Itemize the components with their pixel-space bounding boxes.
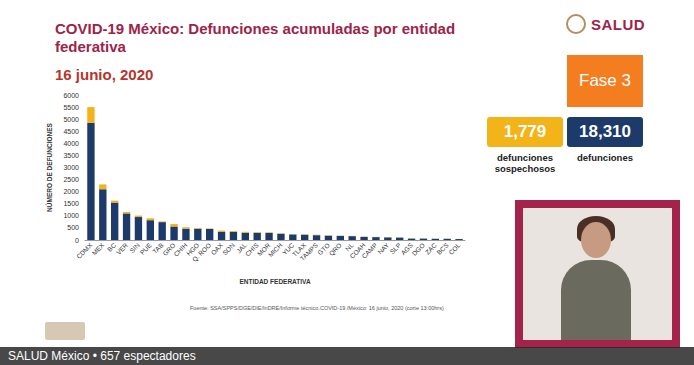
html-text:Fuente: SSA/SPPS/DGE/DIE/InDRE: Fuente: SSA/SPPS/DGE/DIE/InDRE/Informe t… bbox=[190, 305, 444, 311]
svg-text:MICH: MICH bbox=[266, 241, 284, 259]
html-text:18,310: 18,310 bbox=[579, 122, 631, 141]
svg-text:CHIH: CHIH bbox=[172, 241, 189, 258]
svg-text:SIN: SIN bbox=[128, 241, 141, 255]
svg-text:BC: BC bbox=[105, 241, 118, 253]
svg-text:QRO: QRO bbox=[327, 242, 343, 258]
svg-text:5500: 5500 bbox=[63, 104, 79, 111]
svg-text:500: 500 bbox=[67, 224, 79, 231]
svg-text:JAL: JAL bbox=[234, 241, 248, 255]
svg-text:DGO: DGO bbox=[411, 242, 426, 257]
svg-text:ZAC: ZAC bbox=[424, 241, 438, 255]
html-text:defunciones: defunciones bbox=[577, 152, 633, 163]
svg-text:2500: 2500 bbox=[63, 176, 79, 183]
svg-text:4500: 4500 bbox=[63, 128, 79, 135]
html-text:Fase 3: Fase 3 bbox=[579, 71, 631, 90]
svg-text:1000: 1000 bbox=[63, 212, 79, 219]
svg-text:BCS: BCS bbox=[435, 241, 450, 256]
svg-text:0: 0 bbox=[75, 237, 79, 244]
svg-text:SLP: SLP bbox=[388, 241, 403, 256]
svg-text:GTO: GTO bbox=[316, 241, 331, 257]
svg-text:3000: 3000 bbox=[63, 164, 79, 171]
svg-text:VER: VER bbox=[115, 241, 130, 256]
svg-text:2000: 2000 bbox=[63, 188, 79, 195]
html-text:16 junio, 2020: 16 junio, 2020 bbox=[55, 66, 154, 83]
svg-text:COL: COL bbox=[447, 241, 462, 256]
svg-text:PUE: PUE bbox=[138, 241, 153, 256]
html-text:SALUD México • 657 espectadore: SALUD México • 657 espectadores bbox=[8, 349, 196, 363]
svg-text:COAH: COAH bbox=[348, 241, 367, 260]
svg-text:ENTIDAD FEDERATIVA: ENTIDAD FEDERATIVA bbox=[239, 278, 311, 285]
svg-text:TAB: TAB bbox=[151, 241, 165, 256]
svg-text:SON: SON bbox=[221, 241, 236, 256]
svg-text:CDMX: CDMX bbox=[75, 241, 94, 260]
svg-text:TAMPS: TAMPS bbox=[298, 241, 319, 262]
html-text:1,779: 1,779 bbox=[503, 122, 547, 141]
svg-text:CHIS: CHIS bbox=[243, 241, 260, 258]
svg-text:3500: 3500 bbox=[63, 152, 79, 159]
svg-text:Q. ROO: Q. ROO bbox=[190, 241, 213, 263]
svg-text:5000: 5000 bbox=[63, 116, 79, 123]
svg-text:1500: 1500 bbox=[63, 200, 79, 207]
svg-text:NL: NL bbox=[343, 241, 355, 253]
html-text:defunciones sospechosos: defunciones sospechosos bbox=[494, 152, 556, 174]
svg-text:MEX: MEX bbox=[90, 241, 105, 256]
svg-text:NAY: NAY bbox=[376, 241, 391, 256]
svg-text:TLAX: TLAX bbox=[290, 241, 308, 258]
svg-text:GRO: GRO bbox=[161, 241, 177, 257]
svg-text:NÚMERO DE DEFUNCIONES: NÚMERO DE DEFUNCIONES bbox=[45, 122, 53, 212]
html-text:COVID-19 México: Defunciones a: COVID-19 México: Defunciones acumuladas … bbox=[55, 20, 456, 55]
svg-text:AGS: AGS bbox=[399, 241, 414, 257]
svg-text:6000: 6000 bbox=[63, 92, 79, 99]
svg-text:OAX: OAX bbox=[209, 241, 224, 257]
svg-text:HGO: HGO bbox=[184, 241, 201, 257]
svg-text:CAMP: CAMP bbox=[360, 241, 379, 260]
svg-text:YUC: YUC bbox=[280, 241, 296, 257]
svg-text:4000: 4000 bbox=[63, 140, 79, 147]
html-text:SALUD: SALUD bbox=[591, 16, 646, 33]
svg-text:MOR: MOR bbox=[255, 241, 272, 258]
